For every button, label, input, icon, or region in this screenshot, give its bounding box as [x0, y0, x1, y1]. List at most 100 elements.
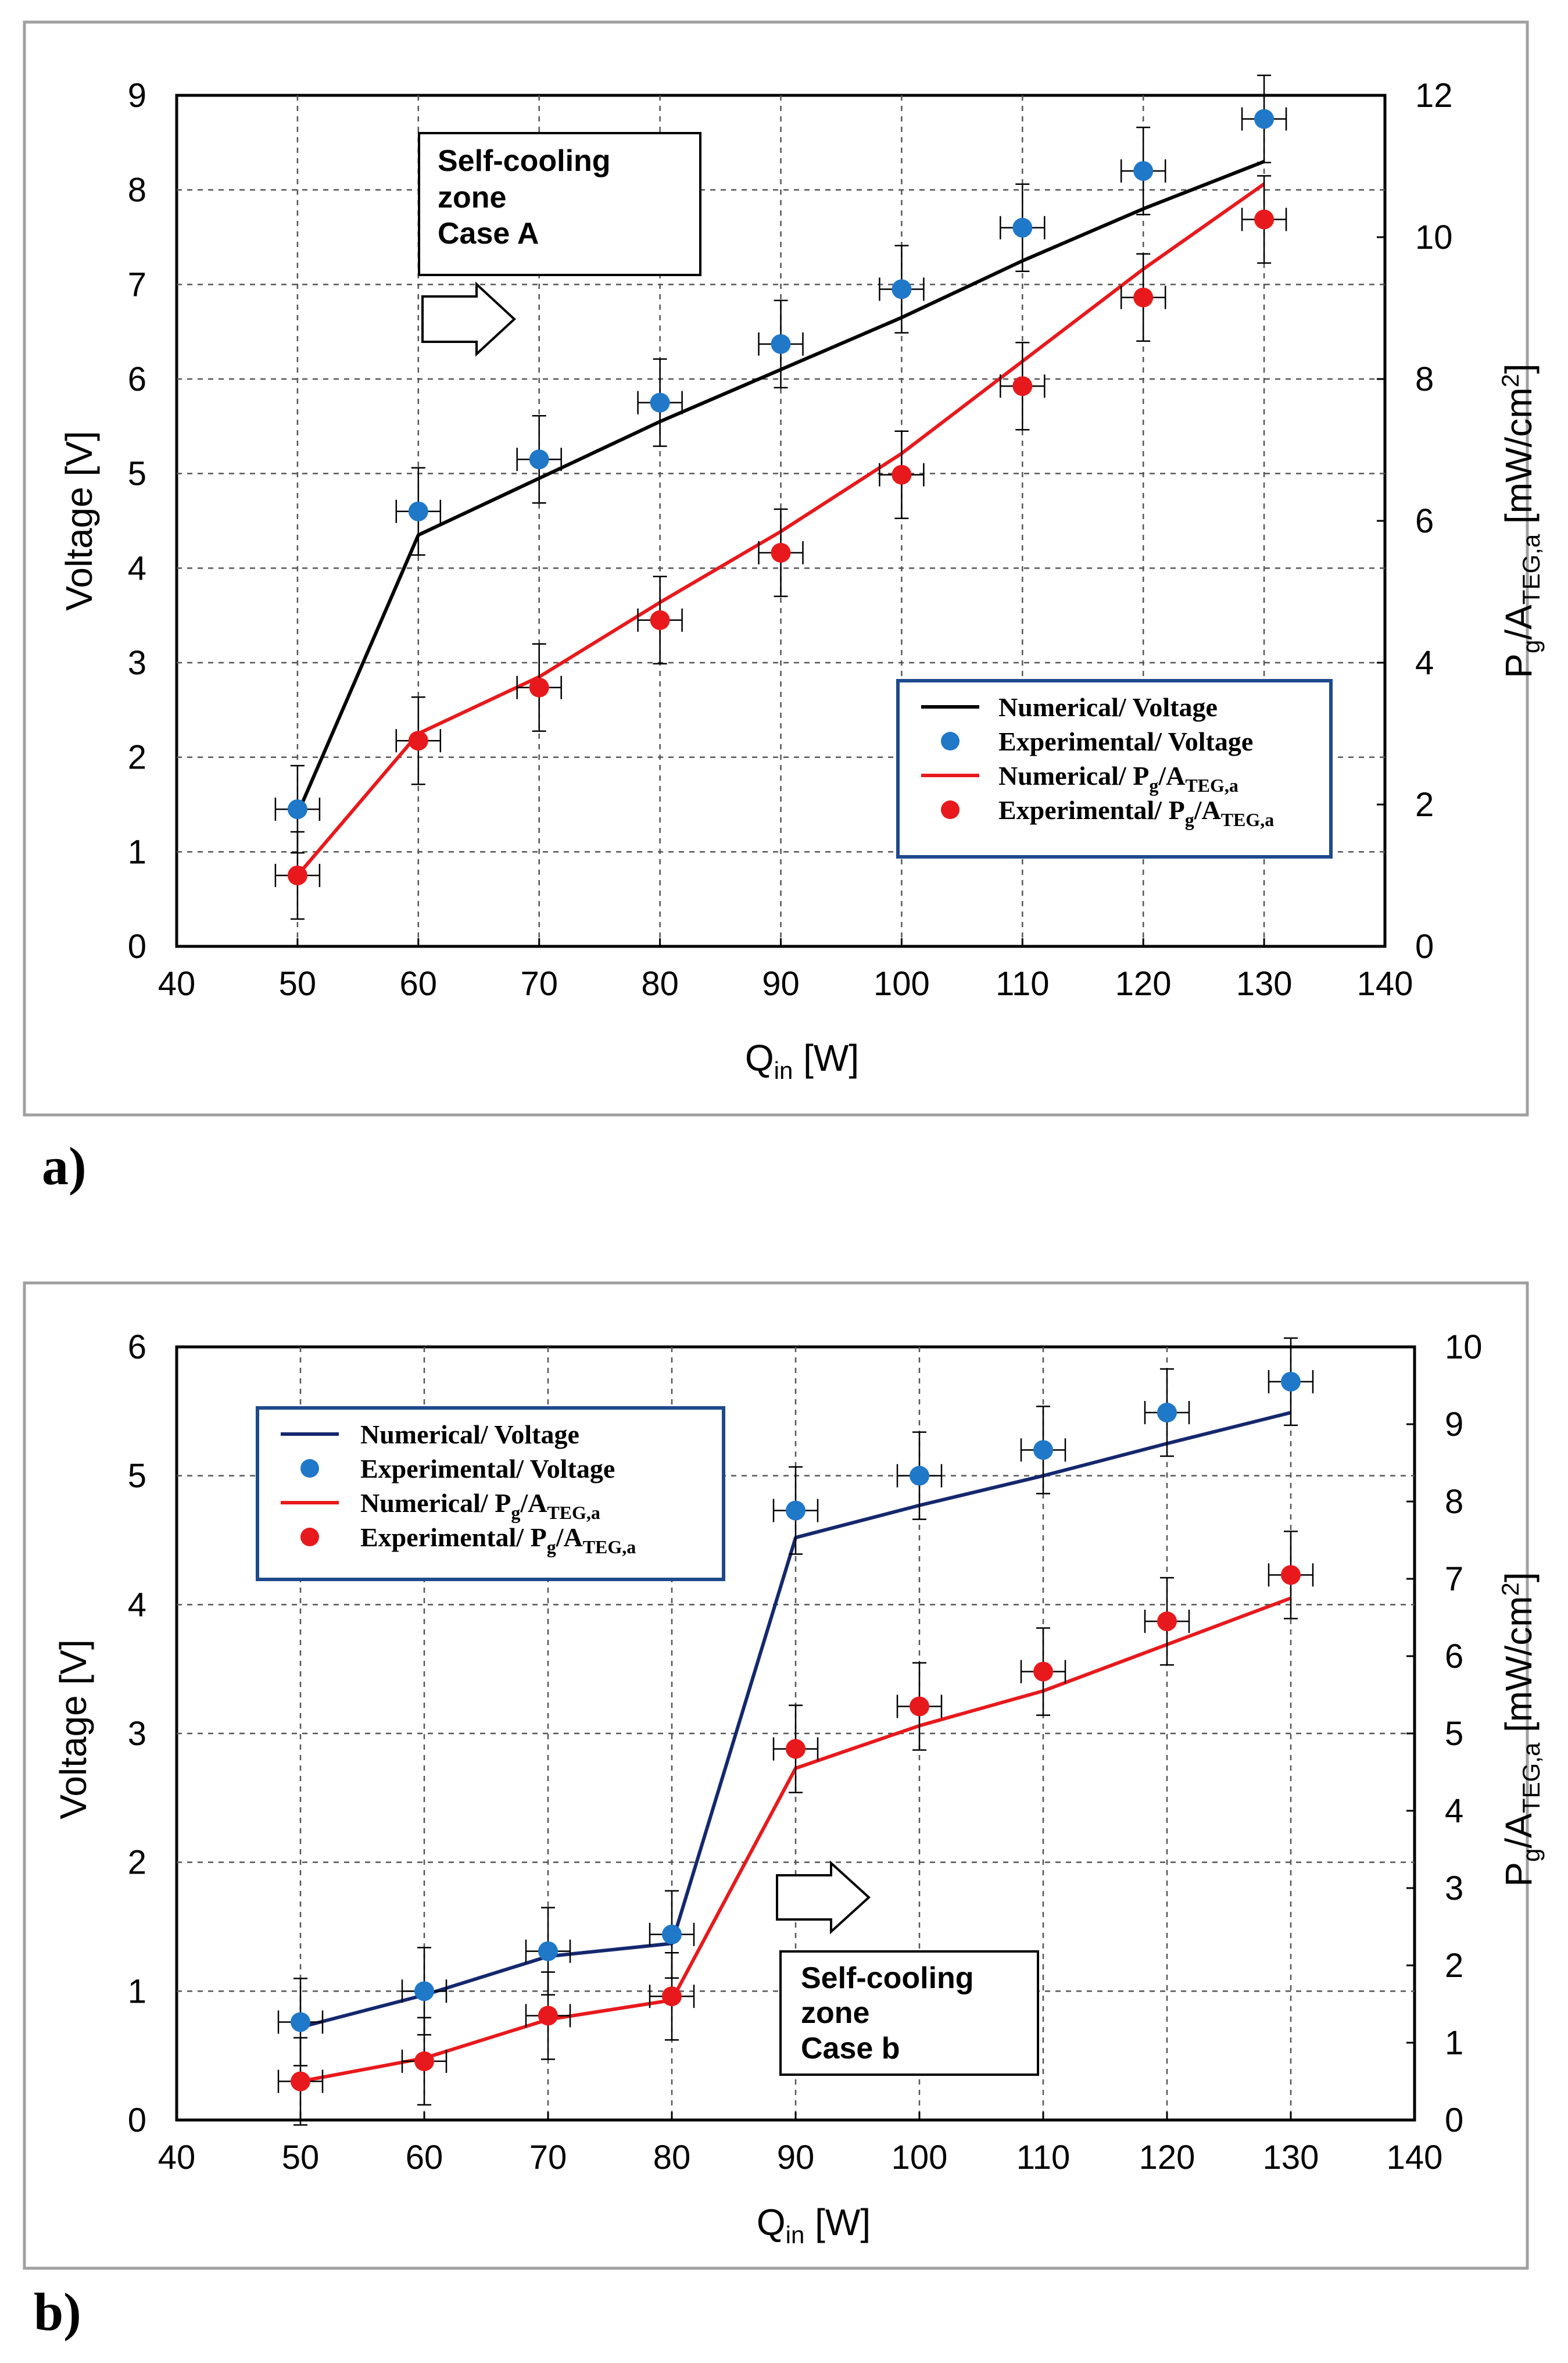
x-tick-label: 70 [529, 2139, 567, 2176]
y-right-tick-label: 1 [1445, 2024, 1463, 2062]
y-right-tick-label: 2 [1445, 1947, 1463, 1985]
legend-label: Numerical/ Voltage [360, 1420, 579, 1449]
annotation-b-line1: Self-cooling [801, 1961, 974, 1995]
x-tick-label: 130 [1236, 965, 1293, 1003]
data-point-3 [1012, 376, 1033, 396]
data-point-1 [771, 334, 791, 354]
legend-b-items: Numerical/ Voltage Experimental/ Voltage N… [281, 1420, 636, 1557]
legend-b [256, 1406, 725, 1581]
x-tick-label: 90 [762, 965, 800, 1003]
data-point-3 [529, 677, 549, 698]
arrow-b-icon [776, 1860, 871, 1935]
legend-a-items: Numerical/ Voltage Experimental/ Voltage N… [921, 692, 1274, 830]
legend-label: Numerical/ Voltage [998, 692, 1218, 722]
y-axis-label-right-b: Pg/ATEG,a [mW/cm2] [1497, 1572, 1545, 1886]
legend-label: Experimental/ Voltage [998, 727, 1253, 756]
y-right-tick-label: 8 [1445, 1483, 1463, 1521]
x-tick-label: 130 [1263, 2139, 1319, 2176]
data-point-1 [414, 1981, 434, 2001]
data-point-1 [1157, 1403, 1177, 1423]
y-right-tick-label: 9 [1445, 1406, 1463, 1443]
panel-label-a: a) [42, 1136, 87, 1196]
legend-dot-swatch [941, 732, 960, 750]
data-point-3 [1281, 1565, 1301, 1585]
data-point-3 [414, 2051, 434, 2071]
legend-dot-swatch [300, 1459, 319, 1478]
data-point-1 [291, 2012, 310, 2032]
x-tick-label: 120 [1139, 2139, 1195, 2176]
y-left-tick-label: 4 [128, 549, 146, 587]
series-b [277, 1337, 1314, 2126]
x-tick-label: 140 [1357, 965, 1413, 1003]
data-point-3 [538, 2005, 558, 2026]
y-right-tick-label: 5 [1445, 1715, 1463, 1753]
legend-dot-swatch [941, 800, 960, 819]
data-point-3 [1157, 1611, 1177, 1632]
ticks-a: 40 50 60 70 80 90 100 110 120 130 1400123456789024… [128, 77, 1453, 1003]
y-right-tick-label: 0 [1415, 928, 1434, 966]
x-axis-label-b: Qin [W] [757, 2201, 871, 2248]
y-left-tick-label: 2 [128, 1844, 146, 1882]
annotation-b-line3: Case b [801, 2032, 900, 2065]
data-point-3 [892, 464, 912, 485]
y-left-tick-label: 0 [128, 2101, 146, 2139]
y-left-tick-label: 7 [128, 266, 146, 303]
y-left-tick-label: 9 [128, 77, 146, 115]
x-tick-label: 40 [158, 965, 196, 1003]
x-tick-label: 140 [1387, 2139, 1443, 2176]
legend-label: Numerical/ Pg/ATEG,a [998, 761, 1238, 796]
data-point-1 [287, 799, 307, 820]
chart-panel-b: 40 50 60 70 80 90 100 110 120 130 1400123456012345… [23, 1281, 1545, 2270]
data-point-3 [771, 542, 791, 563]
y-left-tick-label: 2 [128, 739, 146, 777]
data-point-1 [786, 1500, 806, 1521]
annotation-a-line2: zone [438, 181, 506, 215]
x-axis-label-a: Qin [W] [745, 1037, 859, 1084]
legend-label: Experimental/ Pg/ATEG,a [360, 1522, 636, 1557]
y-left-tick-label: 3 [128, 644, 146, 682]
y-left-tick-label: 5 [128, 1457, 146, 1495]
data-point-3 [1033, 1661, 1053, 1682]
y-axis-label-left-a: Voltage [V] [58, 431, 100, 611]
data-point-3 [650, 610, 670, 630]
data-point-1 [662, 1924, 682, 1944]
x-tick-label: 60 [400, 965, 438, 1003]
x-tick-label: 50 [279, 965, 317, 1003]
data-point-1 [408, 501, 428, 521]
y-right-tick-label: 3 [1445, 1869, 1463, 1907]
x-tick-label: 90 [777, 2139, 815, 2176]
y-right-tick-label: 4 [1445, 1792, 1463, 1830]
y-left-tick-label: 4 [128, 1586, 146, 1624]
y-right-tick-label: 2 [1415, 786, 1434, 824]
y-right-tick-label: 7 [1445, 1560, 1463, 1598]
annotation-box-b [779, 1950, 1039, 2076]
legend-label: Experimental/ Pg/ATEG,a [998, 795, 1274, 830]
data-point-1 [1012, 217, 1033, 238]
annotation-a-line3: Case A [438, 217, 539, 251]
y-left-tick-label: 8 [128, 171, 146, 209]
data-point-1 [650, 392, 670, 413]
chart-panel-a: 40 50 60 70 80 90 100 110 120 130 1400123456789024… [23, 20, 1545, 1117]
x-tick-label: 120 [1115, 965, 1172, 1003]
legend-label: Numerical/ Pg/ATEG,a [360, 1488, 600, 1523]
x-tick-label: 100 [874, 965, 930, 1003]
data-point-1 [1033, 1440, 1053, 1460]
y-left-tick-label: 5 [128, 455, 146, 493]
y-left-tick-label: 6 [128, 1328, 146, 1366]
data-point-1 [529, 449, 549, 470]
data-point-3 [408, 731, 428, 751]
data-point-1 [1133, 161, 1154, 181]
y-right-tick-label: 10 [1445, 1328, 1483, 1366]
x-tick-label: 70 [520, 965, 558, 1003]
y-right-tick-label: 4 [1415, 644, 1434, 682]
x-tick-label: 110 [996, 965, 1049, 1003]
y-left-tick-label: 0 [128, 928, 146, 966]
data-point-3 [910, 1696, 929, 1717]
data-point-3 [287, 866, 307, 885]
legend-a [896, 679, 1333, 859]
ticks-b: 40 50 60 70 80 90 100 110 120 130 1400123456012345… [128, 1328, 1483, 2176]
y-right-tick-label: 0 [1445, 2101, 1463, 2139]
data-point-3 [1133, 287, 1154, 308]
y-right-tick-label: 6 [1415, 502, 1434, 540]
